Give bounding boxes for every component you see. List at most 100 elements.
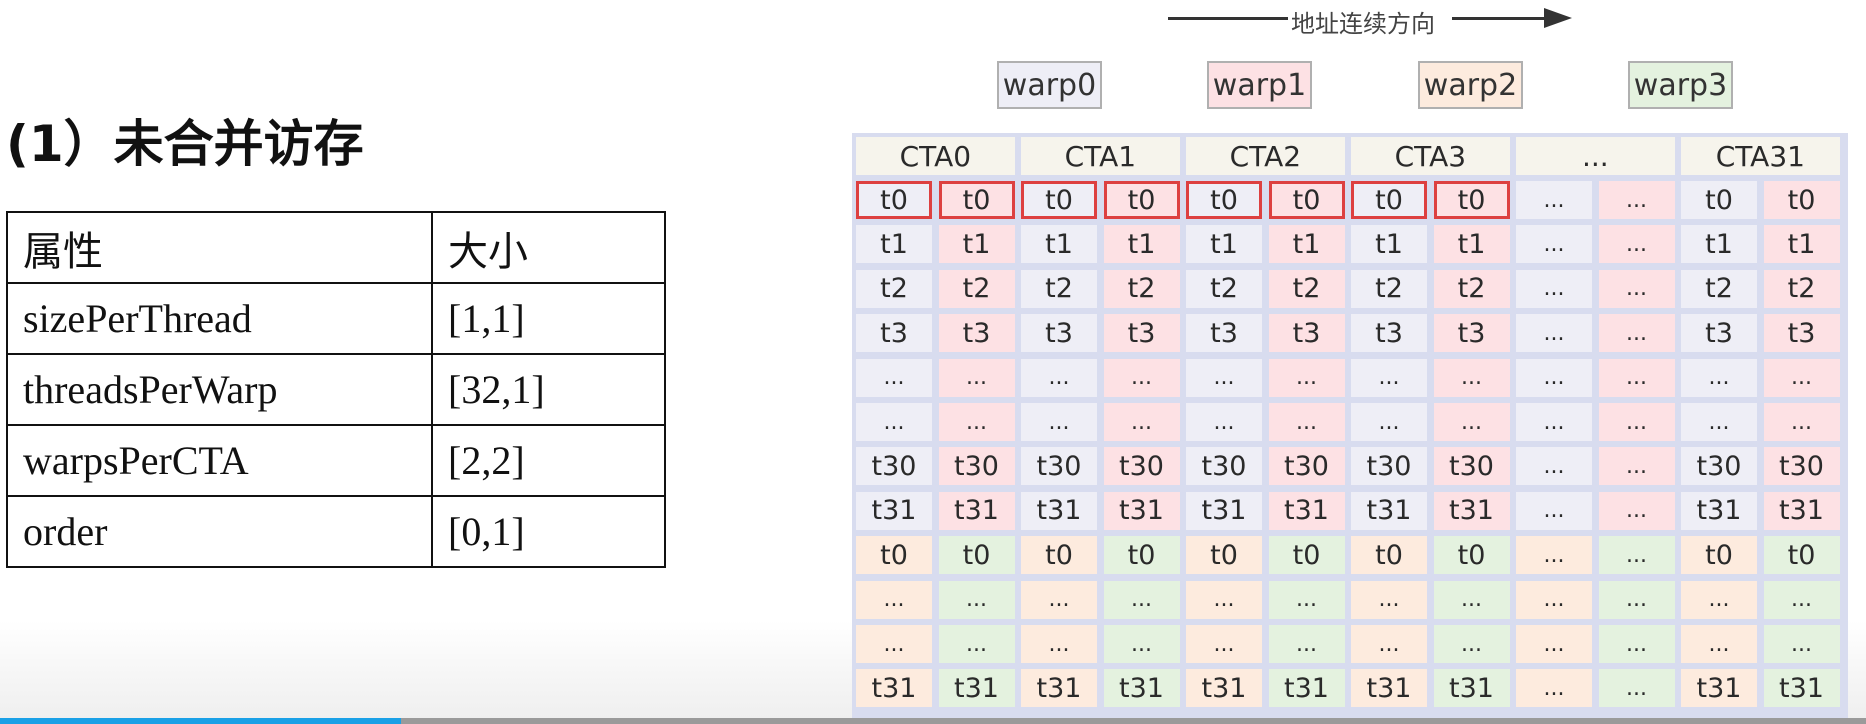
thread-cell: t31 xyxy=(1351,669,1427,708)
thread-cell: t3 xyxy=(1681,314,1757,353)
thread-cell: ... xyxy=(1021,358,1097,397)
thread-cell: ... xyxy=(1268,403,1345,441)
thread-cell: t2 xyxy=(1186,269,1262,308)
thread-cell: t2 xyxy=(938,269,1015,308)
thread-cell: ... xyxy=(1103,403,1180,441)
thread-cell: t31 xyxy=(1433,669,1510,708)
thread-cell: ... xyxy=(1763,580,1840,619)
properties-table: 属性 大小 sizePerThread [1,1] threadsPerWarp… xyxy=(6,211,666,568)
thread-cell: ... xyxy=(1516,625,1592,663)
thread-cell: t0 xyxy=(1268,181,1345,219)
thread-cell: ... xyxy=(1103,625,1180,663)
thread-cell: t1 xyxy=(1351,225,1427,264)
thread-cell: ... xyxy=(1186,625,1262,663)
thread-cell: t1 xyxy=(1103,225,1180,264)
thread-cell: t31 xyxy=(1681,669,1757,708)
thread-cell: ... xyxy=(1516,403,1592,441)
thread-cell: t31 xyxy=(1351,491,1427,530)
section-title: (1）未合并访存 xyxy=(6,115,364,173)
thread-cell: ... xyxy=(1516,269,1592,308)
thread-cell: t0 xyxy=(1763,536,1840,575)
warp3-legend: warp3 xyxy=(1628,61,1733,109)
thread-cell: t3 xyxy=(1103,314,1180,353)
thread-cell: ... xyxy=(1598,447,1675,486)
thread-cell: t31 xyxy=(1763,491,1840,530)
thread-cell: t0 xyxy=(1681,181,1757,219)
thread-cell: ... xyxy=(1598,580,1675,619)
thread-cell: t30 xyxy=(1021,447,1097,486)
thread-cell: t2 xyxy=(1351,269,1427,308)
thread-cell: t0 xyxy=(1186,181,1262,219)
thread-cell: t2 xyxy=(1268,269,1345,308)
cta-header: CTA0 xyxy=(856,137,1015,175)
thread-cell: ... xyxy=(1681,625,1757,663)
thread-cell: t1 xyxy=(1681,225,1757,264)
thread-cell: ... xyxy=(1598,625,1675,663)
thread-cell: ... xyxy=(1681,403,1757,441)
thread-cell: ... xyxy=(1186,358,1262,397)
thread-cell: t31 xyxy=(1268,669,1345,708)
thread-cell: ... xyxy=(1763,403,1840,441)
arrow-head-icon xyxy=(1544,8,1572,28)
thread-cell: t31 xyxy=(1021,669,1097,708)
arrow-line-right xyxy=(1452,17,1547,20)
thread-cell: t0 xyxy=(1681,536,1757,575)
thread-cell: t0 xyxy=(1103,181,1180,219)
thread-cell: ... xyxy=(1598,669,1675,708)
cta-header: ... xyxy=(1516,137,1675,175)
thread-cell: ... xyxy=(1351,358,1427,397)
thread-cell: t3 xyxy=(938,314,1015,353)
thread-cell: t30 xyxy=(1186,447,1262,486)
thread-cell: ... xyxy=(1186,580,1262,619)
thread-cell: t0 xyxy=(938,536,1015,575)
row-name: warpsPerCTA xyxy=(6,424,433,497)
row-value: [2,2] xyxy=(431,424,666,497)
table-row: warpsPerCTA [2,2] xyxy=(6,424,666,497)
arrow-label: 地址连续方向 xyxy=(1291,10,1435,38)
thread-cell: ... xyxy=(1433,625,1510,663)
header-size: 大小 xyxy=(431,211,666,284)
thread-cell: t0 xyxy=(1103,536,1180,575)
thread-cell: t31 xyxy=(1103,669,1180,708)
thread-cell: ... xyxy=(1681,580,1757,619)
row-value: [1,1] xyxy=(431,282,666,355)
thread-cell: t1 xyxy=(1186,225,1262,264)
thread-cell: ... xyxy=(1516,447,1592,486)
thread-cell: t31 xyxy=(938,491,1015,530)
header-attribute: 属性 xyxy=(6,211,433,284)
thread-cell: ... xyxy=(1763,625,1840,663)
thread-cell: t0 xyxy=(1351,536,1427,575)
cta-header: CTA1 xyxy=(1021,137,1180,175)
thread-cell: ... xyxy=(1516,314,1592,353)
thread-cell: t30 xyxy=(1433,447,1510,486)
thread-cell: ... xyxy=(1598,358,1675,397)
thread-cell: t31 xyxy=(1268,491,1345,530)
thread-cell: t3 xyxy=(1351,314,1427,353)
thread-cell: t31 xyxy=(1186,491,1262,530)
thread-cell: t30 xyxy=(1103,447,1180,486)
thread-cell: ... xyxy=(1351,403,1427,441)
thread-cell: ... xyxy=(1598,403,1675,441)
thread-cell: ... xyxy=(856,358,932,397)
row-name: threadsPerWarp xyxy=(6,353,433,426)
thread-cell: ... xyxy=(1598,225,1675,264)
thread-cell: t0 xyxy=(1021,181,1097,219)
thread-cell: ... xyxy=(938,358,1015,397)
video-progress-bar[interactable] xyxy=(0,718,1866,724)
table-header-row: 属性 大小 xyxy=(6,211,666,284)
thread-cell: ... xyxy=(1021,403,1097,441)
thread-cell: ... xyxy=(1021,580,1097,619)
arrow-line-left xyxy=(1168,17,1288,20)
thread-cell: t0 xyxy=(938,181,1015,219)
thread-cell: t3 xyxy=(1763,314,1840,353)
thread-cell: ... xyxy=(1516,491,1592,530)
thread-cell: ... xyxy=(1598,536,1675,575)
row-name: sizePerThread xyxy=(6,282,433,355)
thread-cell: t2 xyxy=(856,269,932,308)
thread-cell: ... xyxy=(856,580,932,619)
thread-cell: ... xyxy=(1186,403,1262,441)
thread-cell: ... xyxy=(1433,580,1510,619)
thread-cell: t0 xyxy=(1351,181,1427,219)
thread-cell: ... xyxy=(1516,225,1592,264)
thread-cell: ... xyxy=(1516,580,1592,619)
